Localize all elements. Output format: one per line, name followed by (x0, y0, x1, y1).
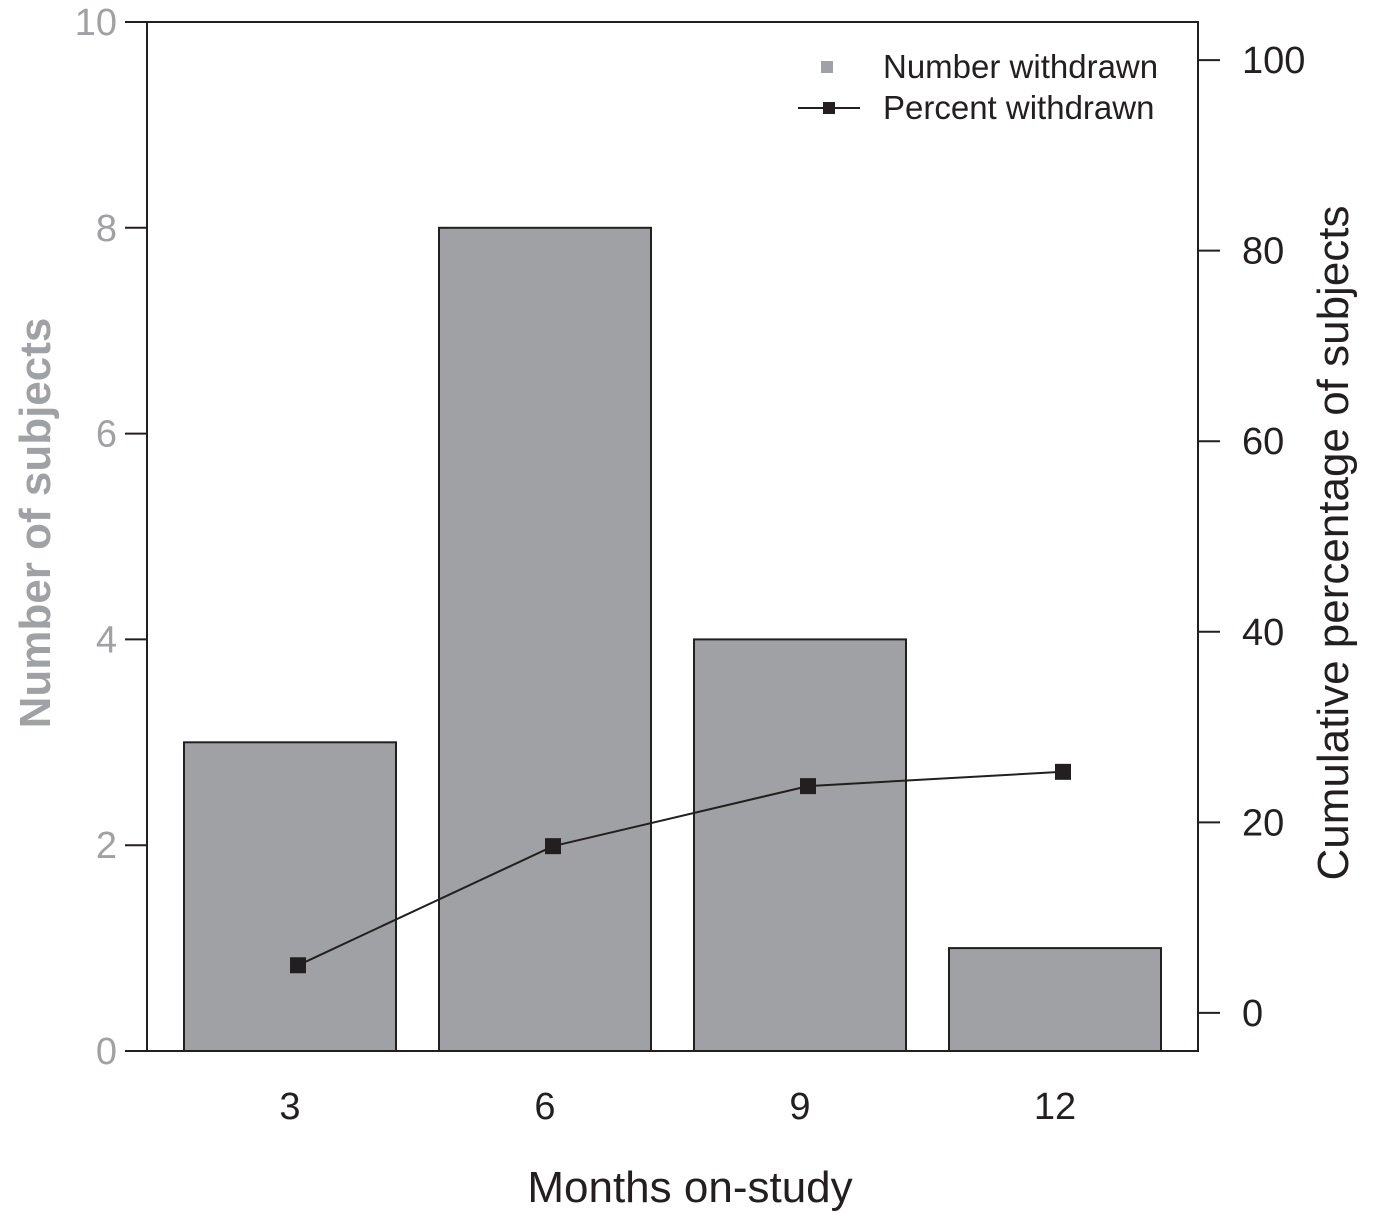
right-axis-ticks: 0 20 40 60 80 100 (1198, 40, 1305, 1035)
legend: Number withdrawn Percent withdrawn (798, 48, 1158, 126)
legend-line-marker (823, 102, 835, 114)
legend-label-number-withdrawn: Number withdrawn (883, 48, 1158, 85)
legend-bar-swatch (821, 61, 833, 73)
bars-group (183, 226, 1162, 1053)
right-tick-label-20: 20 (1242, 802, 1284, 844)
left-tick-label-10: 10 (75, 2, 117, 44)
left-axis-ticks: 0 2 4 6 8 10 (75, 2, 147, 1073)
percent-line (297, 770, 1064, 967)
x-tick-label-3: 3 (279, 1086, 300, 1128)
right-tick-label-40: 40 (1242, 612, 1284, 654)
y-axis-label-left: Number of subjects (11, 318, 60, 729)
right-tick-label-100: 100 (1242, 40, 1305, 82)
bar-6 (438, 226, 652, 1053)
x-tick-label-9: 9 (789, 1086, 810, 1128)
left-tick-label-6: 6 (96, 414, 117, 456)
x-tick-label-12: 12 (1034, 1086, 1076, 1128)
percent-point-9 (800, 778, 816, 795)
right-tick-label-0: 0 (1242, 993, 1263, 1035)
y-axis-label-right: Cumulative percentage of subjects (1309, 205, 1358, 880)
plot-frame (146, 21, 1199, 1052)
bar-3 (183, 741, 397, 1052)
right-tick-label-60: 60 (1242, 421, 1284, 463)
left-tick-label-2: 2 (96, 825, 117, 867)
left-tick-label-8: 8 (96, 208, 117, 250)
percent-point-6 (545, 838, 561, 855)
x-tick-label-6: 6 (534, 1086, 555, 1128)
left-tick-label-0: 0 (96, 1031, 117, 1073)
bar-9 (693, 638, 907, 1053)
percent-point-3 (290, 957, 306, 974)
left-tick-label-4: 4 (96, 619, 117, 661)
legend-label-percent-withdrawn: Percent withdrawn (883, 89, 1154, 126)
right-tick-label-80: 80 (1242, 231, 1284, 273)
x-axis-ticks: 3 6 9 12 (279, 1086, 1076, 1128)
x-axis-label: Months on-study (527, 1163, 852, 1212)
percent-line-group (290, 763, 1071, 974)
percent-point-12 (1055, 763, 1071, 780)
bar-12 (948, 947, 1162, 1052)
